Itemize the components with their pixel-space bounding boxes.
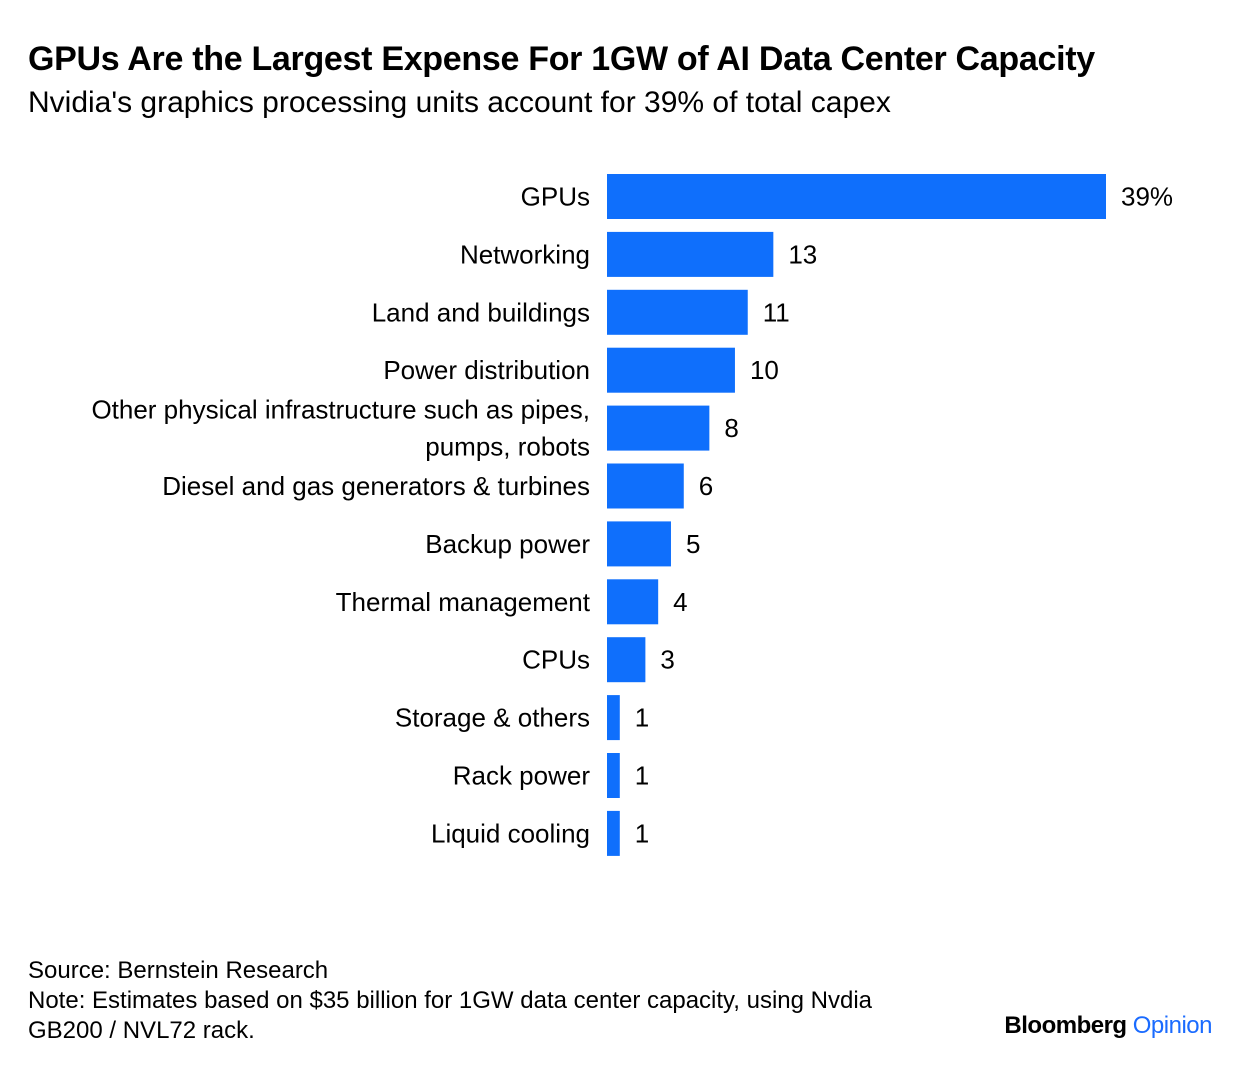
value-label: 11: [763, 297, 790, 327]
footnote: Note: Estimates based on $35 billion for…: [28, 987, 872, 1044]
bar: [607, 231, 774, 277]
value-label: 6: [699, 471, 713, 501]
category-label: Power distribution: [383, 355, 590, 385]
bar: [607, 695, 620, 741]
bar: [607, 289, 748, 335]
bar: [607, 174, 1106, 219]
value-label: 1: [635, 761, 649, 791]
value-label: 13: [788, 239, 817, 269]
category-label: Rack power: [453, 761, 591, 791]
bar: [607, 637, 646, 683]
value-label: 1: [635, 818, 649, 848]
bar: [607, 579, 659, 625]
category-label: Diesel and gas generators & turbines: [162, 471, 590, 501]
brand-logo: Bloomberg Opinion: [1004, 1012, 1212, 1040]
source-note: Source: Bernstein Research: [28, 957, 329, 984]
category-label: Networking: [460, 239, 590, 269]
value-label: 1: [635, 703, 649, 733]
bar: [607, 753, 620, 798]
value-label: 39%: [1121, 182, 1173, 212]
brand-primary: Bloomberg: [1004, 1012, 1127, 1039]
bar: [607, 347, 735, 393]
value-label: 10: [750, 355, 779, 385]
bar: [607, 521, 671, 567]
category-label: Liquid cooling: [431, 818, 590, 848]
bar: [607, 463, 684, 509]
chart-title: GPUs Are the Largest Expense For 1GW of …: [28, 40, 1095, 78]
value-label: 3: [660, 645, 674, 675]
category-label: Land and buildings: [372, 297, 590, 327]
chart-subtitle: Nvidia's graphics processing units accou…: [28, 86, 891, 119]
category-label: GPUs: [521, 182, 590, 212]
category-label: pumps, robots: [425, 432, 590, 462]
category-label: Backup power: [425, 529, 590, 559]
brand-secondary: Opinion: [1132, 1012, 1213, 1039]
bar: [607, 405, 710, 451]
category-label: Thermal management: [336, 587, 591, 617]
value-label: 8: [724, 413, 738, 443]
bar: [607, 810, 620, 856]
category-label: Storage & others: [395, 703, 590, 733]
value-label: 5: [686, 529, 700, 559]
category-label: CPUs: [522, 645, 590, 675]
category-label: Other physical infrastructure such as pi…: [91, 395, 590, 425]
value-label: 4: [673, 587, 687, 617]
